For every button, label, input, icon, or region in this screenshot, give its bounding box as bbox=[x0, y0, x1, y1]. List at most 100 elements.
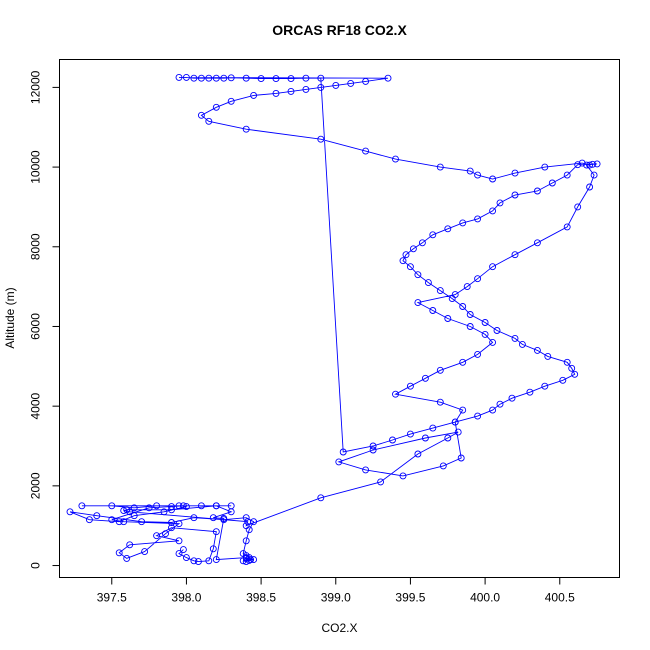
data-point bbox=[559, 376, 567, 384]
data-point bbox=[126, 541, 134, 549]
data-point bbox=[429, 231, 437, 239]
data-point bbox=[205, 117, 213, 125]
data-point bbox=[175, 550, 183, 558]
data-point bbox=[168, 524, 175, 532]
data-point bbox=[115, 518, 123, 526]
data-point bbox=[335, 458, 343, 466]
data-point bbox=[399, 257, 407, 265]
plot-area bbox=[66, 73, 601, 566]
data-point bbox=[250, 91, 258, 99]
data-point bbox=[414, 299, 422, 307]
data-point bbox=[145, 504, 153, 512]
y-tick-label: 2000 bbox=[29, 472, 43, 499]
data-point bbox=[257, 75, 265, 83]
data-point bbox=[168, 506, 175, 514]
data-point bbox=[197, 502, 205, 510]
data-point bbox=[317, 135, 325, 143]
data-point bbox=[526, 388, 534, 396]
data-point bbox=[227, 74, 235, 82]
data-point bbox=[496, 400, 504, 408]
data-point bbox=[377, 478, 385, 486]
data-point bbox=[272, 75, 280, 83]
data-point bbox=[190, 557, 198, 565]
data-point bbox=[533, 346, 541, 354]
data-point bbox=[369, 442, 377, 450]
data-point bbox=[533, 239, 541, 247]
data-point bbox=[153, 532, 161, 540]
data-point bbox=[429, 307, 437, 314]
series-line bbox=[69, 76, 598, 563]
data-point bbox=[511, 251, 519, 259]
data-point bbox=[418, 239, 426, 247]
data-point bbox=[436, 398, 444, 406]
data-point bbox=[182, 73, 190, 81]
data-point bbox=[444, 434, 452, 442]
data-point bbox=[474, 171, 482, 179]
data-point bbox=[454, 428, 462, 436]
data-point bbox=[459, 406, 467, 414]
data-point bbox=[197, 74, 205, 82]
data-point bbox=[518, 340, 526, 348]
x-tick-label: 398.5 bbox=[246, 591, 276, 605]
data-point bbox=[120, 518, 128, 526]
data-point bbox=[489, 207, 497, 215]
data-point bbox=[317, 74, 325, 82]
data-point bbox=[429, 424, 437, 432]
data-point bbox=[444, 315, 452, 322]
data-point bbox=[563, 171, 571, 179]
data-point bbox=[541, 382, 549, 390]
data-point bbox=[406, 263, 414, 271]
data-point bbox=[586, 161, 594, 169]
data-point bbox=[197, 111, 205, 119]
data-point bbox=[414, 271, 422, 279]
data-point bbox=[459, 303, 467, 310]
data-point bbox=[448, 295, 456, 303]
data-point bbox=[474, 412, 482, 420]
data-point bbox=[474, 350, 482, 358]
data-point bbox=[389, 436, 396, 444]
data-point bbox=[78, 502, 86, 510]
data-point bbox=[439, 462, 447, 470]
data-point bbox=[489, 338, 497, 346]
data-point bbox=[508, 394, 516, 402]
data-point bbox=[392, 155, 399, 163]
data-point bbox=[194, 558, 202, 566]
data-point bbox=[182, 554, 190, 562]
data-point bbox=[212, 74, 220, 82]
data-point bbox=[511, 169, 519, 177]
data-point bbox=[130, 512, 138, 520]
data-point bbox=[421, 374, 429, 382]
x-tick-label: 400.5 bbox=[545, 591, 575, 605]
y-tick-label: 12000 bbox=[29, 70, 43, 104]
data-point bbox=[466, 311, 474, 318]
data-point bbox=[496, 199, 504, 207]
x-axis: 397.5 398.0 398.5 399.0 399.5 400.0 400.5 bbox=[97, 577, 575, 605]
data-point bbox=[242, 125, 250, 133]
data-point bbox=[160, 508, 168, 516]
data-point bbox=[586, 183, 594, 191]
y-tick-label: 0 bbox=[29, 562, 43, 569]
data-point bbox=[593, 160, 601, 168]
data-point bbox=[212, 103, 220, 111]
data-point bbox=[571, 370, 579, 378]
data-point bbox=[66, 508, 74, 516]
data-point bbox=[406, 430, 414, 438]
data-point bbox=[481, 319, 489, 326]
data-point bbox=[175, 520, 183, 528]
y-tick-label: 10000 bbox=[29, 150, 43, 184]
data-point bbox=[175, 502, 183, 510]
data-point bbox=[242, 522, 250, 530]
data-point bbox=[209, 545, 217, 553]
x-axis-label: CO2.X bbox=[321, 621, 357, 635]
data-point bbox=[474, 275, 482, 283]
data-point bbox=[212, 556, 220, 564]
data-point bbox=[399, 472, 407, 480]
data-point bbox=[242, 554, 250, 562]
data-point bbox=[402, 251, 410, 259]
data-point bbox=[108, 516, 116, 524]
data-point bbox=[347, 79, 355, 87]
data-point bbox=[451, 418, 459, 426]
data-point bbox=[392, 390, 399, 398]
data-point bbox=[250, 556, 258, 564]
data-point bbox=[466, 167, 474, 175]
